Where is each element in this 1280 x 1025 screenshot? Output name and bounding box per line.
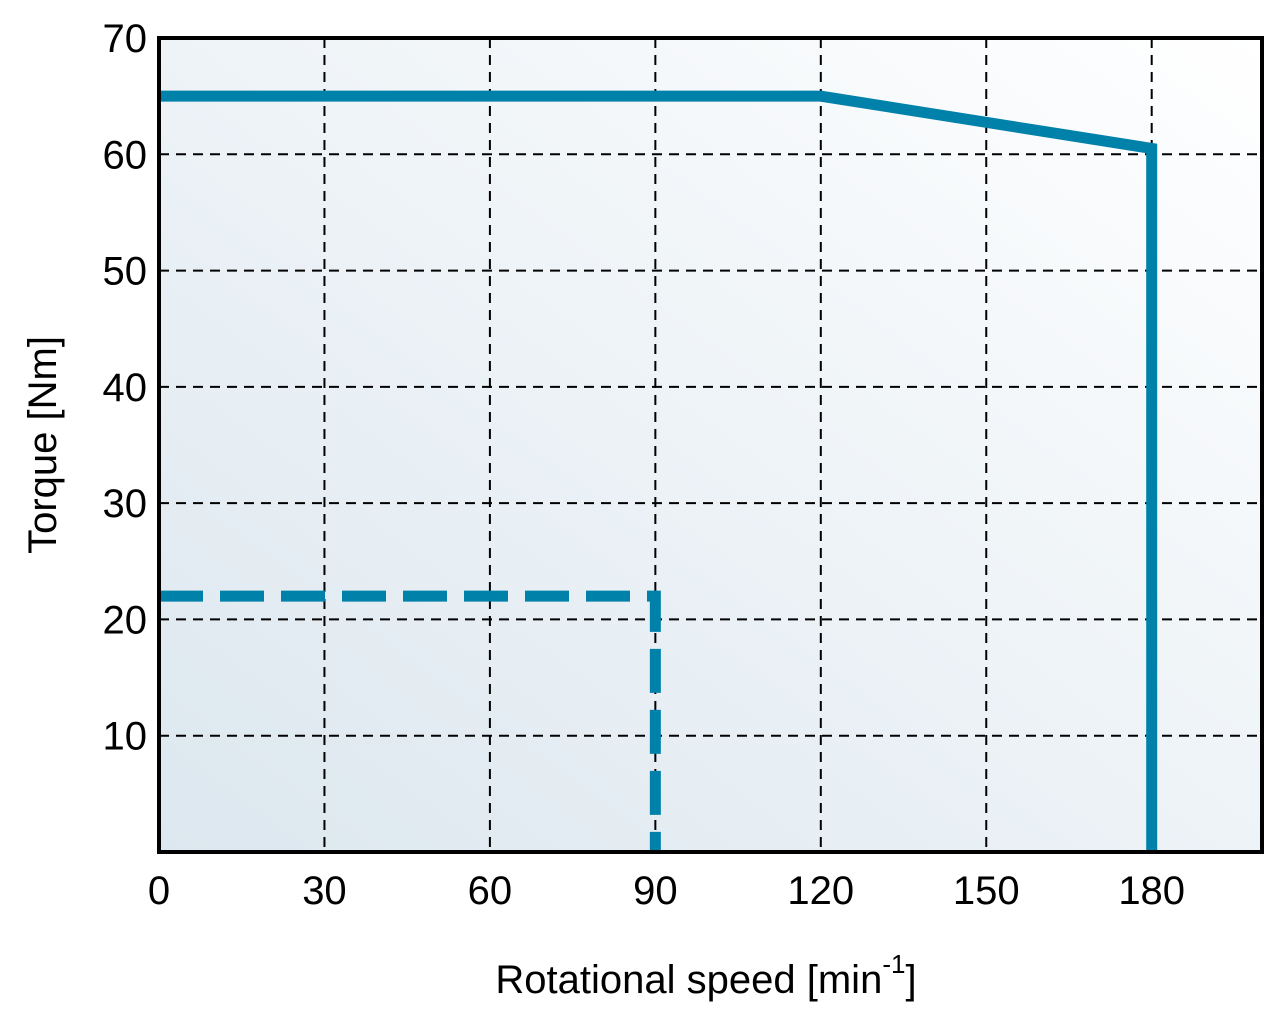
x-tick-label: 90 [633,869,678,913]
x-tick-label: 180 [1118,869,1185,913]
y-tick-label: 50 [103,250,148,294]
x-tick-label: 60 [468,869,513,913]
y-tick-label: 60 [103,133,148,177]
x-axis-title: Rotational speed [min-1] [495,949,916,1002]
plot-area [159,38,1262,852]
grid [159,38,1262,852]
series-group [159,90,1158,852]
x-tick-label: 0 [148,869,170,913]
operating-point-line [159,590,661,852]
x-tick-label: 150 [953,869,1020,913]
y-tick-label: 20 [103,598,148,642]
plot-frame [157,36,1264,854]
x-tick-label: 120 [787,869,854,913]
y-axis-title: Torque [Nm] [21,336,65,554]
y-tick-label: 30 [103,482,148,526]
tick-labels: 0 30 60 90 120 150 180 10 20 30 40 50 60 70 [103,17,1186,913]
y-tick-label: 70 [103,17,148,61]
y-tick-label: 40 [103,366,148,410]
torque-limit-line [159,90,1158,852]
x-tick-label: 30 [302,869,347,913]
y-tick-label: 10 [103,715,148,759]
